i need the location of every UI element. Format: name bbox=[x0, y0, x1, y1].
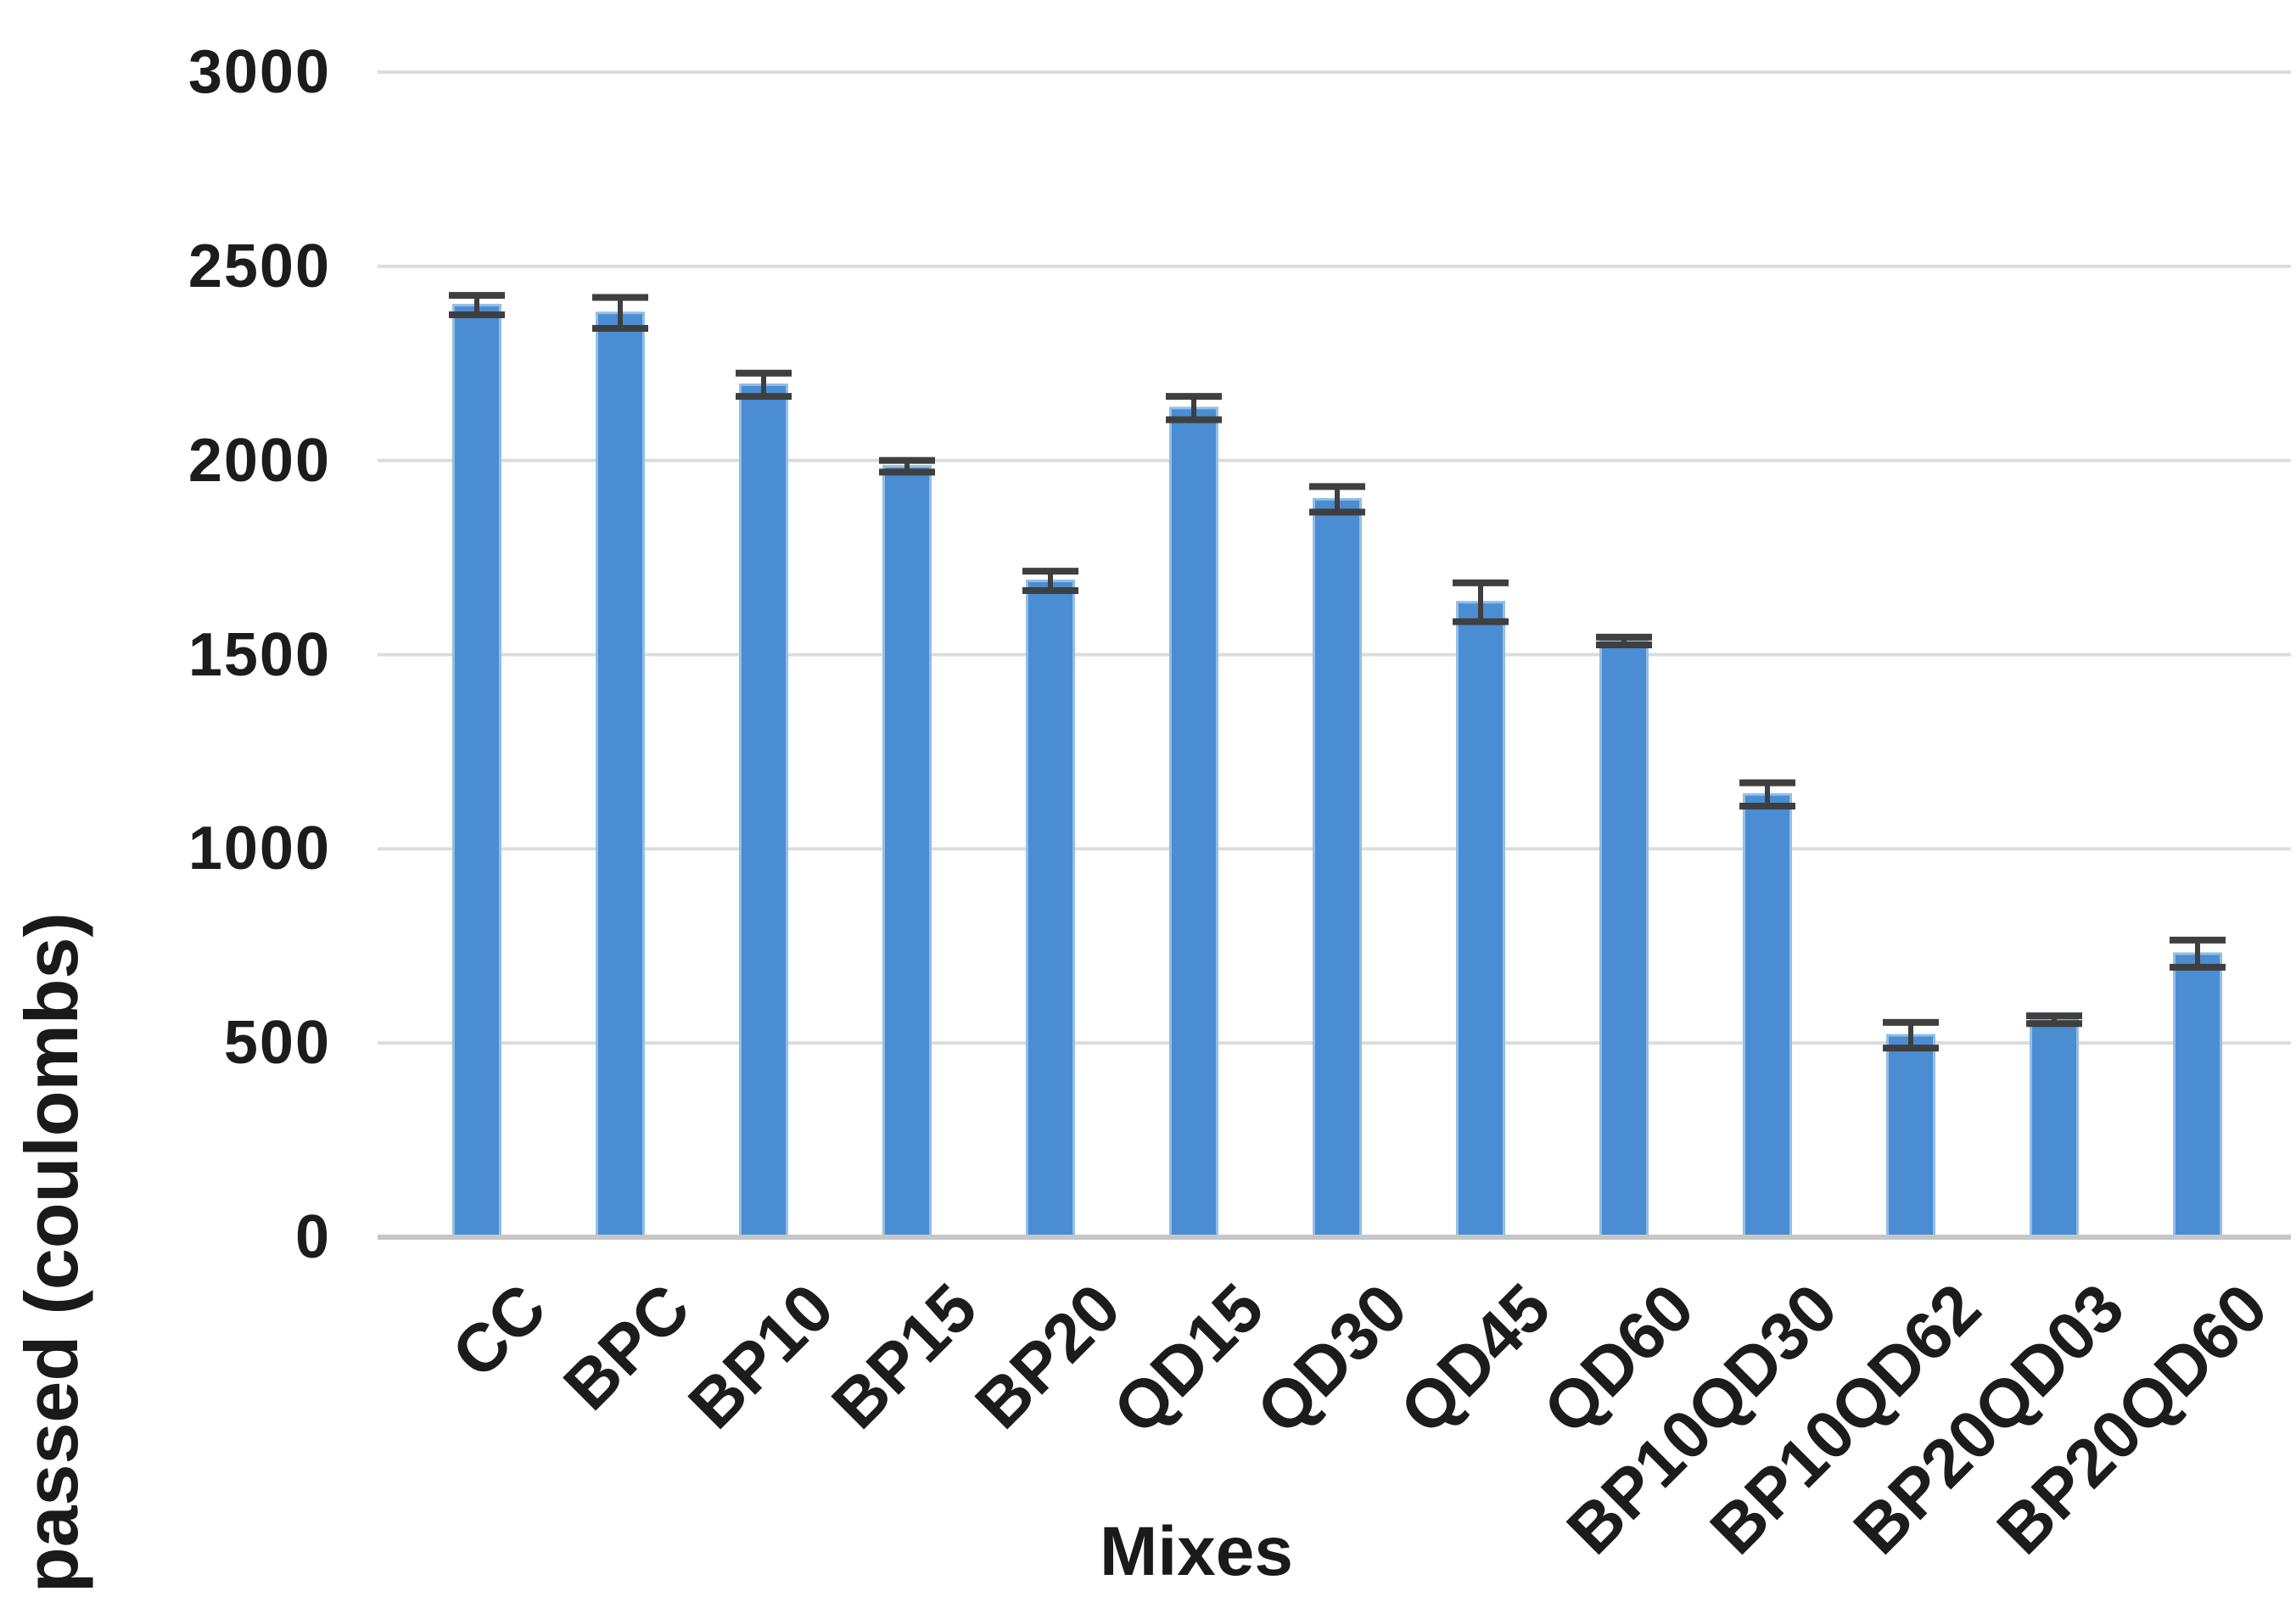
y-tick-label: 1500 bbox=[188, 620, 331, 689]
y-axis-title: Charge passed (coulombs) bbox=[9, 912, 93, 1608]
x-axis-title: Mixes bbox=[1100, 1513, 1293, 1590]
bar-QD30 bbox=[1313, 497, 1362, 1239]
y-tick-label: 1000 bbox=[188, 815, 331, 883]
bar-BP20QD03 bbox=[2030, 1018, 2079, 1239]
bar-BP15 bbox=[882, 465, 932, 1239]
y-tick-label: 0 bbox=[294, 1203, 331, 1271]
bar-QD15 bbox=[1169, 406, 1218, 1239]
y-tick-label: 500 bbox=[223, 1009, 331, 1078]
y-tick-label: 2500 bbox=[188, 232, 331, 300]
bar-BP10QD30 bbox=[1743, 793, 1792, 1239]
bar-QD45 bbox=[1456, 601, 1505, 1239]
bar-QD60 bbox=[1599, 639, 1649, 1239]
bar-BP10QD62 bbox=[1886, 1034, 1935, 1239]
bar-BP10 bbox=[739, 383, 788, 1239]
bar-BPC bbox=[596, 311, 645, 1239]
y-tick-label: 3000 bbox=[188, 38, 331, 106]
bar-BP20 bbox=[1026, 580, 1075, 1239]
y-tick-label: 2000 bbox=[188, 426, 331, 495]
bar-BP20QD60 bbox=[2173, 952, 2222, 1239]
bar-CC bbox=[452, 304, 501, 1239]
